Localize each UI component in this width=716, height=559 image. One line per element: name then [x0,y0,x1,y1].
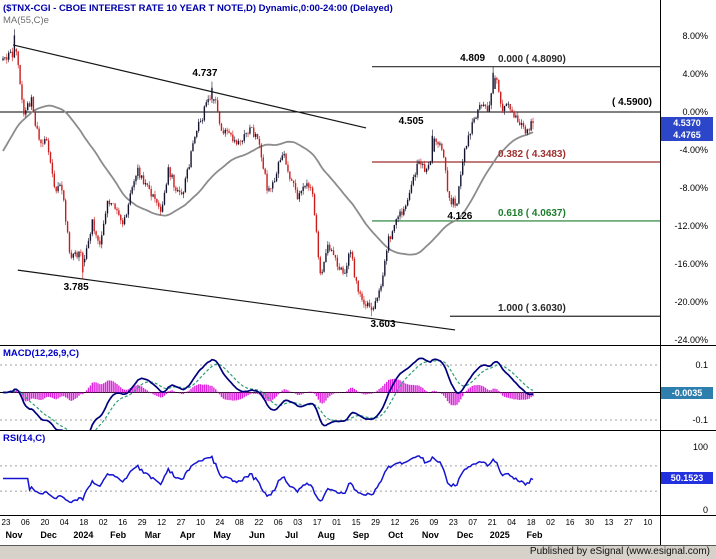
ma-overlay-label: MA(55,C)e [3,15,49,26]
price-level-label: ( 4.5900) [611,97,652,108]
macd-panel-label: MACD(12,26,9,C) [3,348,80,359]
rsi-value-box: 50.1523 [661,472,713,485]
x-axis[interactable] [0,516,660,545]
last-price-box: 4.5370 [661,116,713,129]
price-chart-canvas[interactable] [0,0,716,545]
y-axis[interactable] [661,0,716,545]
macd-value-box: -0.0035 [661,387,713,400]
footer-text: Published by eSignal (www.esignal.com) [529,546,710,557]
ma-value-box: 4.4765 [661,129,713,142]
footer-bar: Published by eSignal (www.esignal.com) [0,545,716,559]
chart-title: ($TNX-CGI - CBOE INTEREST RATE 10 YEAR T… [3,3,393,14]
rsi-panel-label: RSI(14,C) [3,433,46,444]
